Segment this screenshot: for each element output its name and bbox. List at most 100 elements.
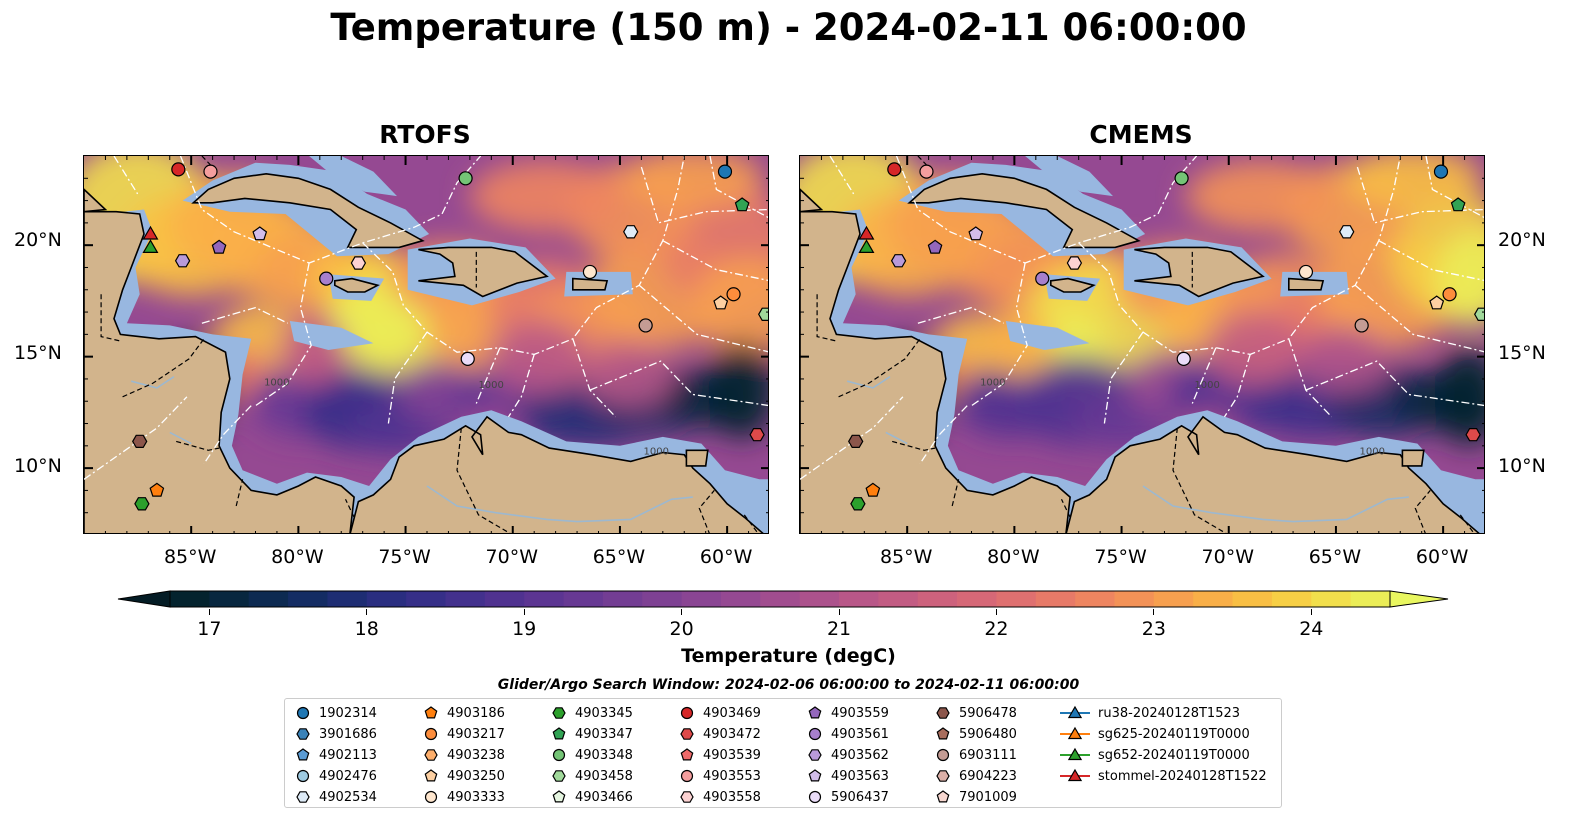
platform-4903563 [968, 226, 984, 241]
colorbar-bin [484, 591, 525, 607]
legend-item: 4903469 [679, 703, 761, 723]
pentagon-marker-icon [552, 727, 566, 740]
platform-4903333 [1298, 264, 1314, 280]
shelf-area [800, 209, 1484, 533]
lon-tick-rtofs: 80°W [271, 546, 324, 568]
country-border [176, 440, 220, 451]
legend-item: 6903111 [935, 745, 1017, 765]
platform-4903553 [203, 164, 218, 179]
legend-label: 4903458 [575, 768, 633, 784]
colorbar-bin [406, 591, 446, 607]
legend-label: 4902476 [319, 768, 377, 784]
legend-item: 4903186 [423, 703, 505, 723]
country-border [344, 499, 355, 518]
pentagon-marker-icon [680, 748, 694, 761]
colorbar-bin [760, 591, 801, 607]
platform-4903345 [850, 497, 866, 511]
legend-item: sg652-20240119T0000 [1060, 745, 1250, 765]
lon-tick-rtofs: 65°W [592, 546, 646, 568]
platform-1902314 [717, 164, 733, 179]
legend-label: 1902314 [319, 705, 377, 721]
panel-title-cmems: CMEMS [1089, 120, 1193, 149]
colorbar-tick-label: 17 [197, 618, 222, 640]
colorbar-bin [878, 591, 919, 607]
platform-4903186 [149, 482, 165, 497]
eez-boundary [1378, 240, 1484, 282]
platform-4903250 [713, 295, 729, 310]
legend-label: 4903238 [447, 747, 505, 763]
country-border [1172, 427, 1227, 533]
colorbar-tick-mark [366, 609, 368, 615]
colorbar-tick-mark [681, 609, 683, 615]
hexagon-marker-icon [424, 749, 438, 761]
country-border [743, 514, 759, 533]
legend-label: 4903561 [831, 726, 889, 742]
legend-label: 4903348 [575, 747, 633, 763]
contour-label: 1000 [980, 378, 1005, 389]
pentagon-marker-icon [808, 706, 822, 719]
river [846, 376, 891, 389]
map-cmems: 1000 1000 1000 [800, 156, 1484, 533]
platform-4903562 [890, 254, 907, 268]
river [885, 431, 908, 445]
circle-marker-icon [680, 706, 694, 720]
platform-4903472 [1465, 428, 1481, 442]
platform-5906437 [460, 351, 475, 366]
colorbar-bin [288, 591, 328, 607]
colorbar-extend-low [117, 590, 171, 608]
land-yucatanTip [84, 188, 108, 213]
eez-boundary [800, 396, 904, 480]
colorbar-bin [839, 591, 879, 607]
temperature-patch [1297, 327, 1392, 395]
colorbar-bin [1153, 591, 1194, 607]
triangle-line-marker-icon [1060, 768, 1090, 782]
eez-boundary [1305, 360, 1484, 407]
legend-item: 4903539 [679, 745, 761, 765]
land-hispaniola [1134, 246, 1265, 298]
platform-4903186 [865, 482, 881, 497]
colorbar-bin [642, 591, 683, 607]
eez-boundary [507, 354, 535, 418]
land-puertoRico [571, 277, 609, 291]
eez-boundary [84, 396, 188, 480]
circle-marker-icon [296, 706, 310, 720]
legend-label: 6904223 [959, 768, 1017, 784]
lat-tick-20-left: 20°N [14, 229, 62, 251]
legend-item: 5906478 [935, 703, 1017, 723]
colorbar-bin [720, 591, 761, 607]
colorbar-tick-mark [995, 609, 997, 615]
country-border [698, 490, 715, 533]
legend-label: stommel-20240128T1522 [1098, 768, 1267, 784]
legend-label: 4903466 [575, 789, 633, 805]
temperature-patch [469, 160, 620, 232]
land-jamaica [334, 277, 380, 293]
lat-tick-20-right: 20°N [1498, 229, 1546, 251]
circle-marker-icon [552, 748, 566, 762]
legend-item: 4903563 [807, 766, 889, 786]
legend-item: 5906480 [935, 724, 1017, 744]
platform-stommel-20240128T1522 [142, 225, 159, 240]
lon-tick-cmems: 80°W [987, 546, 1040, 568]
eez-boundary [589, 360, 768, 407]
legend-label: 4903333 [447, 789, 505, 805]
platform-4903333 [582, 264, 598, 280]
legend-item: 4902476 [295, 766, 377, 786]
colorbar-bin [1114, 591, 1155, 607]
eez-boundary [1354, 284, 1484, 353]
legend-label: 4903217 [447, 726, 505, 742]
land-cuba [907, 172, 1141, 249]
legend-item: 4903472 [679, 724, 761, 744]
platform-4903217 [726, 287, 741, 302]
colorbar-bin [366, 591, 407, 607]
platform-4903347 [734, 197, 750, 212]
map-panel-cmems: 1000 1000 1000 [799, 155, 1485, 534]
legend-item: sg625-20240119T0000 [1060, 724, 1250, 744]
colorbar-tick-mark [838, 609, 840, 615]
colorbar-tick-label: 18 [354, 618, 379, 640]
lat-tick-15-left: 15°N [14, 342, 62, 364]
hexagon-marker-icon [680, 791, 694, 803]
temperature-patch [1434, 347, 1484, 446]
eez-boundary [1191, 347, 1217, 404]
eez-boundary [475, 347, 501, 404]
eez-boundary [179, 156, 482, 264]
